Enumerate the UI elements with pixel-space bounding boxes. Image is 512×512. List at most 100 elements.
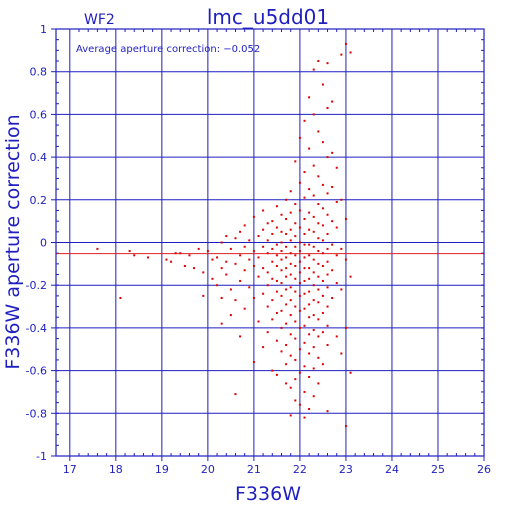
data-point xyxy=(280,309,283,312)
data-point xyxy=(312,230,315,233)
x-tick-label: 26 xyxy=(477,463,491,476)
data-point xyxy=(303,307,306,310)
data-point xyxy=(298,209,301,212)
data-point xyxy=(303,232,306,235)
data-point xyxy=(289,239,292,242)
y-tick-label: 0.6 xyxy=(30,108,48,121)
data-point xyxy=(321,141,324,144)
data-point xyxy=(289,190,292,193)
data-point xyxy=(312,395,315,398)
x-tick-label: 25 xyxy=(431,463,445,476)
data-point xyxy=(308,333,311,336)
data-point xyxy=(271,260,274,263)
data-point xyxy=(344,326,347,329)
data-point xyxy=(275,205,278,208)
data-point xyxy=(349,275,352,278)
data-point xyxy=(243,269,246,272)
data-point xyxy=(280,241,283,244)
data-point xyxy=(252,361,255,364)
data-point xyxy=(243,307,246,310)
data-point xyxy=(308,243,311,246)
data-point xyxy=(335,335,338,338)
data-point xyxy=(229,288,232,291)
data-point xyxy=(326,286,329,289)
data-point xyxy=(248,286,251,289)
data-point xyxy=(340,247,343,250)
data-point xyxy=(326,232,329,235)
data-point xyxy=(266,222,269,225)
data-point xyxy=(344,42,347,45)
data-point xyxy=(294,305,297,308)
data-point xyxy=(308,267,311,270)
chart-subtitle: WF2 xyxy=(84,12,115,28)
data-point xyxy=(170,260,173,263)
data-point xyxy=(285,288,288,291)
data-point xyxy=(202,294,205,297)
data-point xyxy=(280,282,283,285)
data-point xyxy=(298,403,301,406)
data-point xyxy=(271,318,274,321)
x-tick-label: 22 xyxy=(293,463,307,476)
data-point xyxy=(193,267,196,270)
data-point xyxy=(303,196,306,199)
data-point xyxy=(289,273,292,276)
data-point xyxy=(308,228,311,231)
data-point xyxy=(303,341,306,344)
y-tick-label: 0 xyxy=(40,237,47,250)
data-point xyxy=(220,322,223,325)
data-point xyxy=(335,254,338,257)
data-point xyxy=(312,68,315,71)
y-tick-label: 0.4 xyxy=(30,151,48,164)
data-point xyxy=(340,53,343,56)
data-point xyxy=(285,275,288,278)
data-point xyxy=(317,356,320,359)
data-point xyxy=(285,363,288,366)
data-point xyxy=(289,286,292,289)
y-tick-label: 1 xyxy=(40,23,47,36)
data-point xyxy=(262,346,265,349)
data-point xyxy=(266,239,269,242)
data-point xyxy=(285,218,288,221)
data-point xyxy=(303,243,306,246)
data-point xyxy=(197,247,200,250)
data-point xyxy=(303,390,306,393)
data-point xyxy=(298,309,301,312)
data-point xyxy=(183,264,186,267)
data-point xyxy=(262,228,265,231)
data-point xyxy=(289,414,292,417)
y-tick-label: -0.8 xyxy=(26,407,47,420)
data-point xyxy=(312,329,315,332)
data-point xyxy=(308,352,311,355)
data-point xyxy=(335,282,338,285)
data-point xyxy=(331,151,334,154)
x-tick-label: 17 xyxy=(63,463,77,476)
data-point xyxy=(335,166,338,169)
data-point xyxy=(317,301,320,304)
data-point xyxy=(289,211,292,214)
data-point xyxy=(298,136,301,139)
data-point xyxy=(294,264,297,267)
data-point xyxy=(239,230,242,233)
data-point xyxy=(321,252,324,255)
data-point xyxy=(179,252,182,255)
data-point xyxy=(271,232,274,235)
data-point xyxy=(326,156,329,159)
data-point xyxy=(280,326,283,329)
data-point xyxy=(216,256,219,259)
y-tick-label: 0.2 xyxy=(30,194,48,207)
data-point xyxy=(312,314,315,317)
data-point xyxy=(317,335,320,338)
data-point xyxy=(239,335,242,338)
data-point xyxy=(303,292,306,295)
data-point xyxy=(331,243,334,246)
data-point xyxy=(285,245,288,248)
data-point xyxy=(312,284,315,287)
data-point xyxy=(275,226,278,229)
data-point xyxy=(326,247,329,250)
data-point xyxy=(289,314,292,317)
data-point xyxy=(308,211,311,214)
data-point xyxy=(289,252,292,255)
data-point xyxy=(294,245,297,248)
data-point xyxy=(298,348,301,351)
data-point xyxy=(344,425,347,428)
